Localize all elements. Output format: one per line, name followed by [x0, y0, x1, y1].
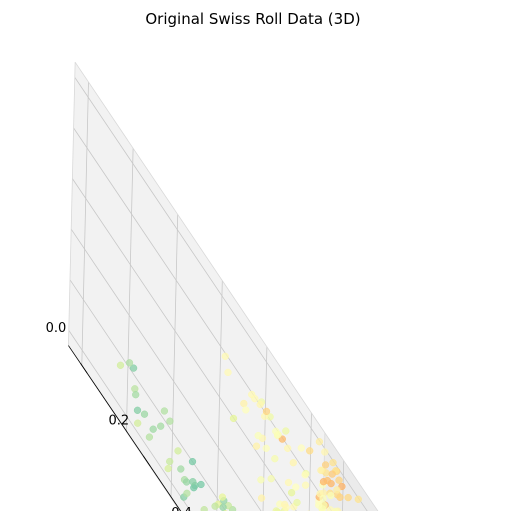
chart-title: Original Swiss Roll Data (3D): [145, 10, 360, 28]
scatter-point-109: [285, 479, 292, 486]
scatter-point-343: [189, 458, 196, 465]
scatter-point-157: [302, 482, 309, 489]
scatter-point-244: [253, 443, 260, 450]
scatter-point-439: [201, 506, 208, 511]
scatter-point-608: [189, 478, 196, 485]
scatter-point-653: [177, 466, 184, 473]
scatter-point-483: [198, 481, 205, 488]
scatter-point-158: [240, 400, 247, 407]
scatter-point-503: [146, 434, 153, 441]
x-tick-label-2: 0.4: [171, 506, 192, 511]
scatter-point-284: [330, 459, 337, 466]
scatter-point-108: [298, 445, 305, 452]
scatter-point-321: [355, 496, 362, 503]
axis-panes: [68, 62, 529, 511]
scatter-point-505: [141, 411, 148, 418]
scatter-point-197: [321, 449, 328, 456]
scatter-point-190: [282, 428, 289, 435]
scatter-point-163: [251, 395, 258, 402]
scatter-point-182: [290, 459, 297, 466]
scatter-point-96: [284, 445, 291, 452]
scatter-point-280: [306, 447, 313, 454]
scatter-point-294: [288, 489, 295, 496]
scatter-point-469: [161, 408, 168, 415]
scatter-point-95: [316, 438, 323, 445]
scatter-point-306: [275, 431, 282, 438]
scatter-point-169: [263, 445, 270, 452]
scatter-point-686: [165, 465, 172, 472]
scatter-point-206: [222, 353, 229, 360]
scatter-point-288: [334, 487, 341, 494]
scatter-point-231: [327, 506, 334, 511]
scatter-point-572: [134, 420, 141, 427]
scatter-point-734: [212, 503, 219, 510]
scatter-point-500: [219, 494, 226, 501]
scatter-point-130: [294, 499, 301, 506]
x-tick-label-0: 0.0: [46, 321, 67, 336]
scatter-point-455: [166, 458, 173, 465]
scatter-point-268: [315, 502, 322, 509]
scatter-point-464: [190, 484, 197, 491]
scatter-point-166: [230, 415, 237, 422]
scatter-point-205: [225, 369, 232, 376]
scatter-point-92: [258, 495, 265, 502]
x-tick-label-1: 0.2: [108, 414, 129, 429]
scatter-point-612: [167, 418, 174, 425]
scatter-point-323: [320, 495, 327, 502]
scatter-point-697: [126, 359, 133, 366]
scatter-point-753: [132, 391, 139, 398]
scatter-point-220: [255, 432, 262, 439]
scatter-point-60: [292, 484, 299, 491]
scatter-point-445: [220, 504, 227, 511]
scatter-point-334: [327, 492, 334, 499]
scatter-point-207: [257, 401, 264, 408]
scatter-point-179: [302, 472, 309, 479]
scatter-point-290: [318, 467, 325, 474]
scatter-point-692: [134, 407, 141, 414]
scatter-point-156: [329, 471, 336, 478]
scatter-point-16: [345, 494, 352, 501]
scatter-point-106: [322, 462, 329, 469]
scatter-point-259: [263, 408, 270, 415]
scatter-point-245: [242, 407, 249, 414]
scatter-point-573: [183, 479, 190, 486]
scatter-point-172: [281, 501, 288, 508]
scatter-point-621: [117, 362, 124, 369]
scatter-point-93: [258, 476, 265, 483]
scatter-point-194: [271, 455, 278, 462]
scatter-point-834: [184, 490, 191, 497]
scatter-point-506: [150, 426, 157, 433]
scatter-point-113: [336, 477, 343, 484]
scatter-point-304: [324, 477, 331, 484]
scatter-point-215: [268, 475, 275, 482]
scatter-point-640: [157, 423, 164, 430]
scatter-point-651: [175, 448, 182, 455]
